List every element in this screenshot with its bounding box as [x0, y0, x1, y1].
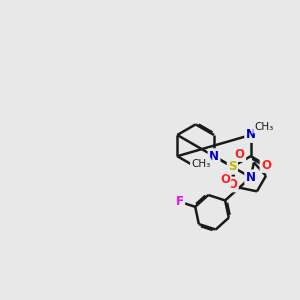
Text: S: S — [228, 160, 237, 173]
Text: N: N — [209, 150, 219, 163]
Text: F: F — [176, 195, 184, 208]
Text: O: O — [261, 158, 271, 172]
Text: O: O — [227, 178, 237, 191]
Text: N: N — [246, 128, 256, 142]
Text: O: O — [220, 173, 230, 186]
Text: N: N — [246, 171, 256, 184]
Text: O: O — [235, 148, 245, 160]
Text: CH₃: CH₃ — [254, 122, 274, 132]
Text: CH₃: CH₃ — [191, 159, 210, 169]
